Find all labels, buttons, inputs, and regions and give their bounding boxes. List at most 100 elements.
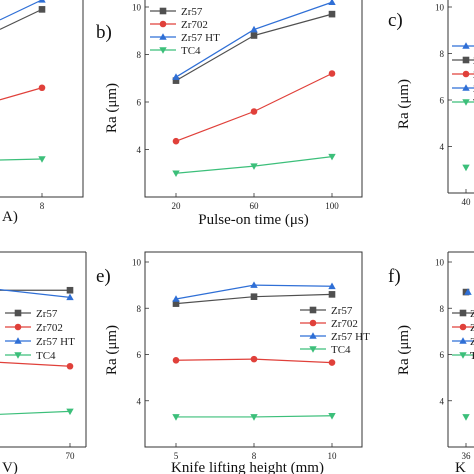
data-point-zr702	[172, 137, 180, 145]
x-tick-label: 8	[252, 451, 257, 461]
series-line-zr702	[0, 87, 43, 101]
data-point-zr57	[66, 286, 74, 294]
y-tick-label: 10	[435, 3, 445, 13]
y-tick-label: 8	[137, 50, 142, 60]
legend-label-zr702: Zr702	[181, 19, 208, 31]
x-tick-label: 40	[462, 197, 472, 207]
data-point-zr702	[250, 108, 258, 115]
legend-marker-zr702	[14, 323, 22, 331]
legend: Zr Zr Zr T	[452, 308, 474, 362]
data-point-zr702	[250, 355, 258, 363]
series-line-tc4	[0, 158, 43, 161]
legend-marker-zr57	[462, 56, 470, 64]
legend-marker-tc4	[14, 352, 22, 359]
y-axis-title: Ra (μm)	[396, 325, 412, 375]
legend-marker-tc4	[462, 99, 470, 106]
data-point-zr702	[38, 84, 46, 92]
x-tick-label: 70	[66, 451, 76, 461]
series-line-zr702	[0, 361, 71, 367]
y-tick-label: 10	[132, 3, 142, 13]
panel-b: b) 4 6 8 10 Ra (μm) 20 60 100 Pulse-on time (μs) Z…	[96, 0, 363, 228]
y-tick-label: 4	[440, 396, 445, 406]
data-point-zr57-ht	[250, 281, 258, 288]
series-line-zr702	[175, 72, 333, 142]
legend-label-zr702: Zr702	[331, 318, 358, 330]
legend-label-partial: Zr	[470, 336, 474, 348]
panel-a: 8 A)	[0, 0, 84, 225]
legend-label-zr57-ht: Zr57 HT	[331, 331, 370, 343]
legend-marker-zr702	[459, 323, 467, 331]
y-tick-label: 8	[440, 49, 445, 59]
data-point-zr57	[38, 6, 46, 13]
panel-e: e) 4 6 8 10 Ra (μm) 5 8 10 Knife lifting height (…	[96, 251, 370, 474]
x-tick-label: 8	[40, 201, 45, 211]
legend-marker-tc4	[159, 47, 167, 54]
x-tick-label: 5	[174, 451, 179, 461]
data-point-tc4	[462, 164, 470, 172]
legend-marker-zr57-ht	[462, 42, 470, 49]
panel-label: e)	[96, 266, 111, 287]
y-axis: 4 6 8 10	[132, 3, 149, 155]
y-tick-label: 6	[137, 350, 142, 360]
data-point-tc4	[462, 414, 470, 421]
data-point-zr57-ht	[66, 293, 74, 301]
legend-marker-zr57	[459, 309, 467, 317]
legend-label-zr57: Zr57	[181, 6, 203, 18]
legend-label-tc4: TC4	[181, 45, 201, 57]
data-point-tc4	[172, 170, 180, 178]
legend-marker-zr57	[309, 306, 317, 314]
legend-label-zr57-ht: Zr57 HT	[36, 336, 75, 348]
data-point-zr57	[250, 32, 258, 39]
data-point-tc4	[38, 156, 46, 163]
data-point-tc4	[328, 412, 336, 420]
legend-marker-zr57-ht	[309, 332, 317, 339]
y-tick-label: 4	[440, 142, 445, 152]
legend-marker-zr57-ht	[459, 337, 467, 344]
series-line-zr57	[0, 8, 43, 30]
legend-marker-zr702	[159, 20, 167, 28]
data-point-zr57-ht	[464, 288, 472, 295]
x-tick-label: 10	[328, 451, 338, 461]
y-tick-label: 10	[435, 258, 445, 268]
series-line-tc4	[0, 410, 71, 415]
legend-label-zr57: Zr57	[36, 308, 58, 320]
legend-marker-zr57	[159, 7, 167, 15]
legend-marker-zr57-ht	[159, 33, 167, 40]
y-tick-label: 8	[137, 304, 142, 314]
data-point-zr57-ht	[38, 0, 46, 3]
data-point-zr57-ht	[328, 282, 336, 290]
panel-e-frame	[144, 251, 363, 448]
panel-label: f)	[388, 266, 401, 287]
y-tick-label: 6	[440, 350, 445, 360]
data-point-zr702	[66, 362, 74, 370]
data-point-zr57	[250, 293, 258, 300]
legend-marker-zr702	[462, 70, 470, 78]
y-axis: 4 6 8 10	[132, 258, 149, 406]
legend-label-partial: Zr	[470, 308, 474, 320]
legend-label-tc4: TC4	[36, 350, 56, 362]
x-axis-title: Knife lifting height (mm)	[171, 460, 324, 474]
x-tick-label: 20	[172, 201, 182, 211]
data-point-zr57-ht	[172, 73, 180, 80]
y-tick-label: 8	[440, 304, 445, 314]
data-point-zr57-ht	[328, 0, 336, 6]
data-point-tc4	[250, 163, 258, 170]
panel-b-frame	[144, 0, 363, 198]
data-point-zr702	[328, 70, 336, 77]
data-point-tc4	[250, 414, 258, 421]
panel-label: c)	[388, 10, 403, 31]
data-point-tc4	[66, 408, 74, 416]
x-axis-title-fragment: K	[455, 460, 466, 474]
y-tick-label: 10	[132, 258, 142, 268]
y-axis-title: Ra (μm)	[104, 83, 120, 133]
legend-marker-tc4	[309, 346, 317, 353]
data-point-tc4	[328, 153, 336, 161]
panel-f: f) 4 6 8 10 Ra (μm) 36K Zr Zr Zr T	[388, 251, 474, 474]
x-axis-title-fragment: A)	[2, 209, 18, 225]
y-tick-label: 6	[137, 98, 142, 108]
legend-label-partial: Zr	[470, 322, 474, 334]
legend-label-zr57-ht: Zr57 HT	[181, 32, 220, 44]
x-tick-label: 60	[250, 201, 260, 211]
